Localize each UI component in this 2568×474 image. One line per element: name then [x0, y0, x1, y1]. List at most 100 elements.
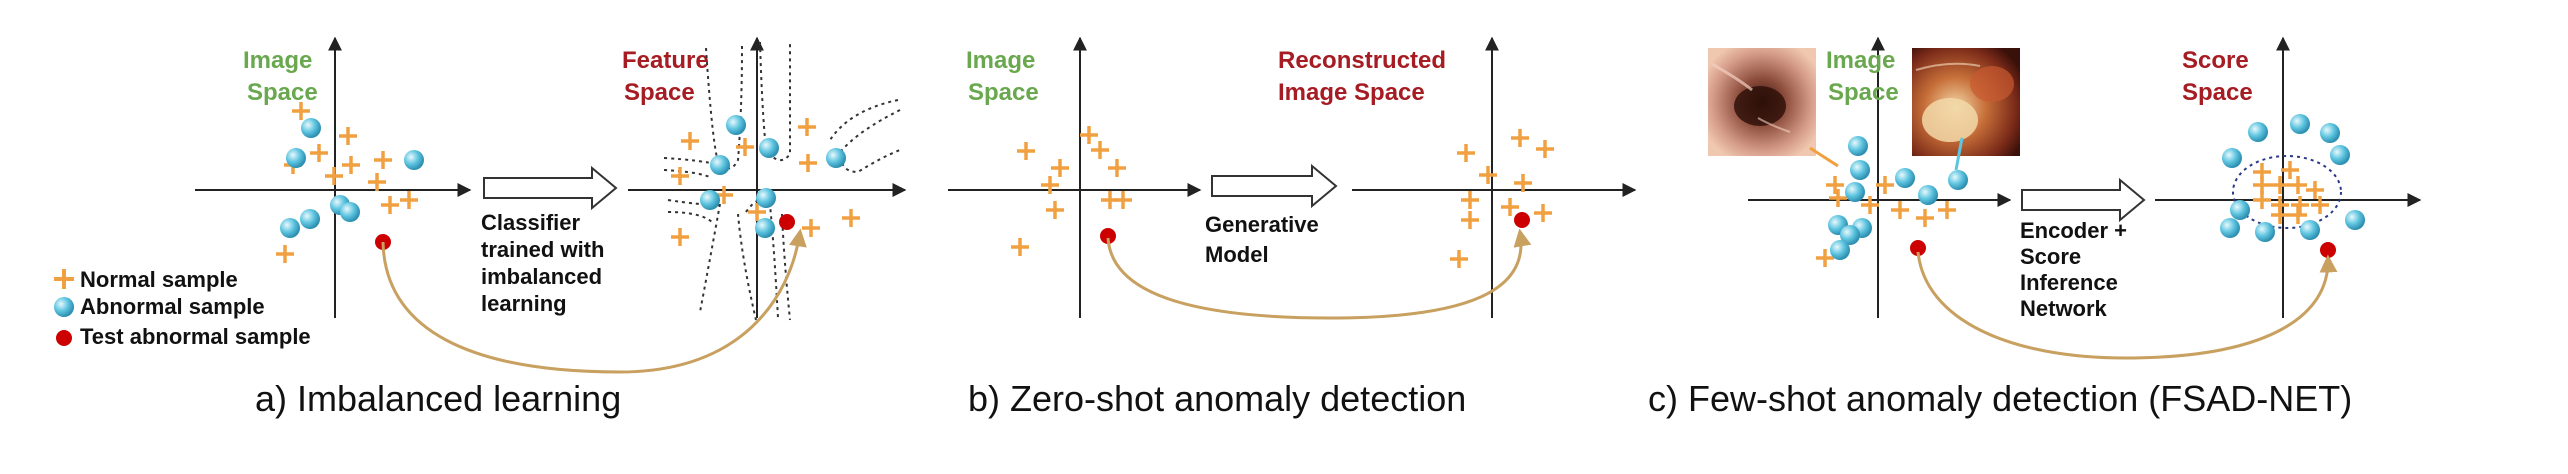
abnormal-sample-marker: [404, 150, 424, 170]
normal-sample-marker: [400, 191, 418, 209]
normal-cluster-boundary: [2232, 155, 2342, 229]
panel-c-score-space-title: Score Space: [2182, 47, 2255, 106]
test-abnormal-sample-marker: [779, 214, 795, 230]
panel-a-decision-boundaries: [663, 41, 901, 321]
normal-sample-marker: [325, 167, 343, 185]
test-abnormal-sample-marker: [1514, 212, 1530, 228]
caption-b: b) Zero-shot anomaly detection: [968, 378, 1467, 419]
abnormal-sample-marker: [2290, 114, 2310, 134]
normal-sample-marker: [1114, 191, 1132, 209]
normal-sample-marker: [368, 173, 386, 191]
normal-sample-marker: [2311, 196, 2329, 214]
image-to-point-connector-normal: [1809, 146, 1839, 168]
abnormal-sample-marker: [1845, 182, 1865, 202]
normal-sample-marker: [1461, 191, 1479, 209]
normal-sample-marker: [1461, 211, 1479, 229]
normal-sample-marker: [1826, 176, 1844, 194]
normal-sample-marker: [1011, 238, 1029, 256]
abnormal-sample-marker: [280, 218, 300, 238]
normal-sample-marker: [1876, 176, 1894, 194]
normal-sample-marker: [1861, 196, 1879, 214]
normal-sample-marker: [1108, 159, 1126, 177]
panel-c: Image Space Encoder + Score Inference Ne…: [1708, 36, 2422, 360]
legend-test-marker: [56, 330, 72, 346]
panel-a-transform-arrow: [483, 165, 618, 211]
panel-a-arrow-label: Classifier trained with imbalanced learn…: [481, 210, 611, 316]
abnormal-sample-marker: [700, 190, 720, 210]
abnormal-sample-marker: [2320, 123, 2340, 143]
normal-sample-marker: [1938, 201, 1956, 219]
normal-sample-marker: [2289, 206, 2307, 224]
legend-abnormal-marker: [54, 297, 74, 317]
normal-sample-marker: [1046, 201, 1064, 219]
panel-c-score-points: [2220, 114, 2365, 258]
normal-sample-marker: [1514, 174, 1532, 192]
abnormal-sample-marker: [2220, 218, 2240, 238]
panel-c-image-space-title: Image Space: [1826, 47, 1902, 106]
normal-sample-marker: [1891, 201, 1909, 219]
legend-normal-label: Normal sample: [80, 267, 238, 292]
panel-b: Image Space Generative Model Reconstruct…: [948, 36, 1637, 320]
abnormal-sample-marker: [1918, 185, 1938, 205]
normal-sample-marker: [2281, 161, 2299, 179]
panel-a: Image Space Classifier trained with imba…: [54, 36, 907, 374]
normal-sample-marker: [1816, 249, 1834, 267]
normal-sample-marker: [342, 156, 360, 174]
panel-c-image-points: [1816, 136, 1968, 267]
panel-b-transform-arrow: [1211, 163, 1338, 209]
normal-sample-marker: [748, 203, 766, 221]
panel-c-mapping-curve: [1916, 251, 2338, 360]
test-abnormal-sample-marker: [1100, 228, 1116, 244]
abnormal-sample-marker: [1895, 168, 1915, 188]
normal-sample-marker: [1479, 166, 1497, 184]
panel-a-mapping-curve: [381, 228, 807, 374]
normal-sample-marker: [798, 118, 816, 136]
abnormal-sample-marker: [2222, 148, 2242, 168]
panel-b-image-space-title: Image Space: [966, 47, 1042, 106]
panel-b-reconstructed-axes: [1352, 36, 1637, 318]
abnormal-sample-marker: [2300, 220, 2320, 240]
normal-sample-marker: [1534, 204, 1552, 222]
legend-normal-marker: [54, 269, 74, 289]
abnormal-sample-marker: [756, 188, 776, 208]
normal-sample-marker: [2253, 191, 2271, 209]
normal-sample-marker: [1080, 126, 1098, 144]
abnormal-sample-marker: [2230, 200, 2250, 220]
abnormal-sample-marker: [1830, 240, 1850, 260]
test-abnormal-sample-marker: [1910, 240, 1926, 256]
abnormal-sample-marker: [2248, 122, 2268, 142]
normal-sample-marker: [2289, 176, 2307, 194]
normal-sample-marker: [1051, 159, 1069, 177]
normal-sample-marker: [842, 209, 860, 227]
panel-b-mapping-curve: [1106, 228, 1532, 320]
test-abnormal-sample-marker: [2320, 242, 2336, 258]
abnormal-sample-marker: [1850, 160, 1870, 180]
normal-sample-marker: [1450, 250, 1468, 268]
normal-sample-marker: [2271, 206, 2289, 224]
normal-sample-marker: [671, 167, 689, 185]
normal-sample-marker: [1916, 209, 1934, 227]
normal-sample-marker: [671, 228, 689, 246]
normal-sample-marker: [339, 127, 357, 145]
abnormal-sample-marker: [710, 155, 730, 175]
panel-c-transform-arrow: [2021, 177, 2146, 223]
caption-a: a) Imbalanced learning: [255, 378, 622, 419]
normal-sample-marker: [276, 245, 294, 263]
normal-sample-marker: [799, 154, 817, 172]
panel-b-arrow-label: Generative Model: [1205, 212, 1325, 267]
abnormal-sample-marker: [726, 115, 746, 135]
normal-sample-marker: [1501, 198, 1519, 216]
panel-c-arrow-label: Encoder + Score Inference Network: [2020, 218, 2133, 321]
abnormal-sample-marker: [2255, 222, 2275, 242]
abnormal-sample-marker: [301, 118, 321, 138]
panel-a-feature-points: [671, 115, 860, 246]
panel-a-legend: Normal sample Abnormal sample Test abnor…: [54, 267, 311, 349]
image-to-point-connector-abnormal: [1954, 137, 1964, 171]
abnormal-sample-marker: [300, 209, 320, 229]
panel-c-score-axes: [2155, 36, 2422, 318]
normal-sample-marker: [310, 144, 328, 162]
normal-sample-marker: [1457, 144, 1475, 162]
normal-sample-marker: [1536, 140, 1554, 158]
endoscopy-image-abnormal: [1912, 48, 2020, 156]
